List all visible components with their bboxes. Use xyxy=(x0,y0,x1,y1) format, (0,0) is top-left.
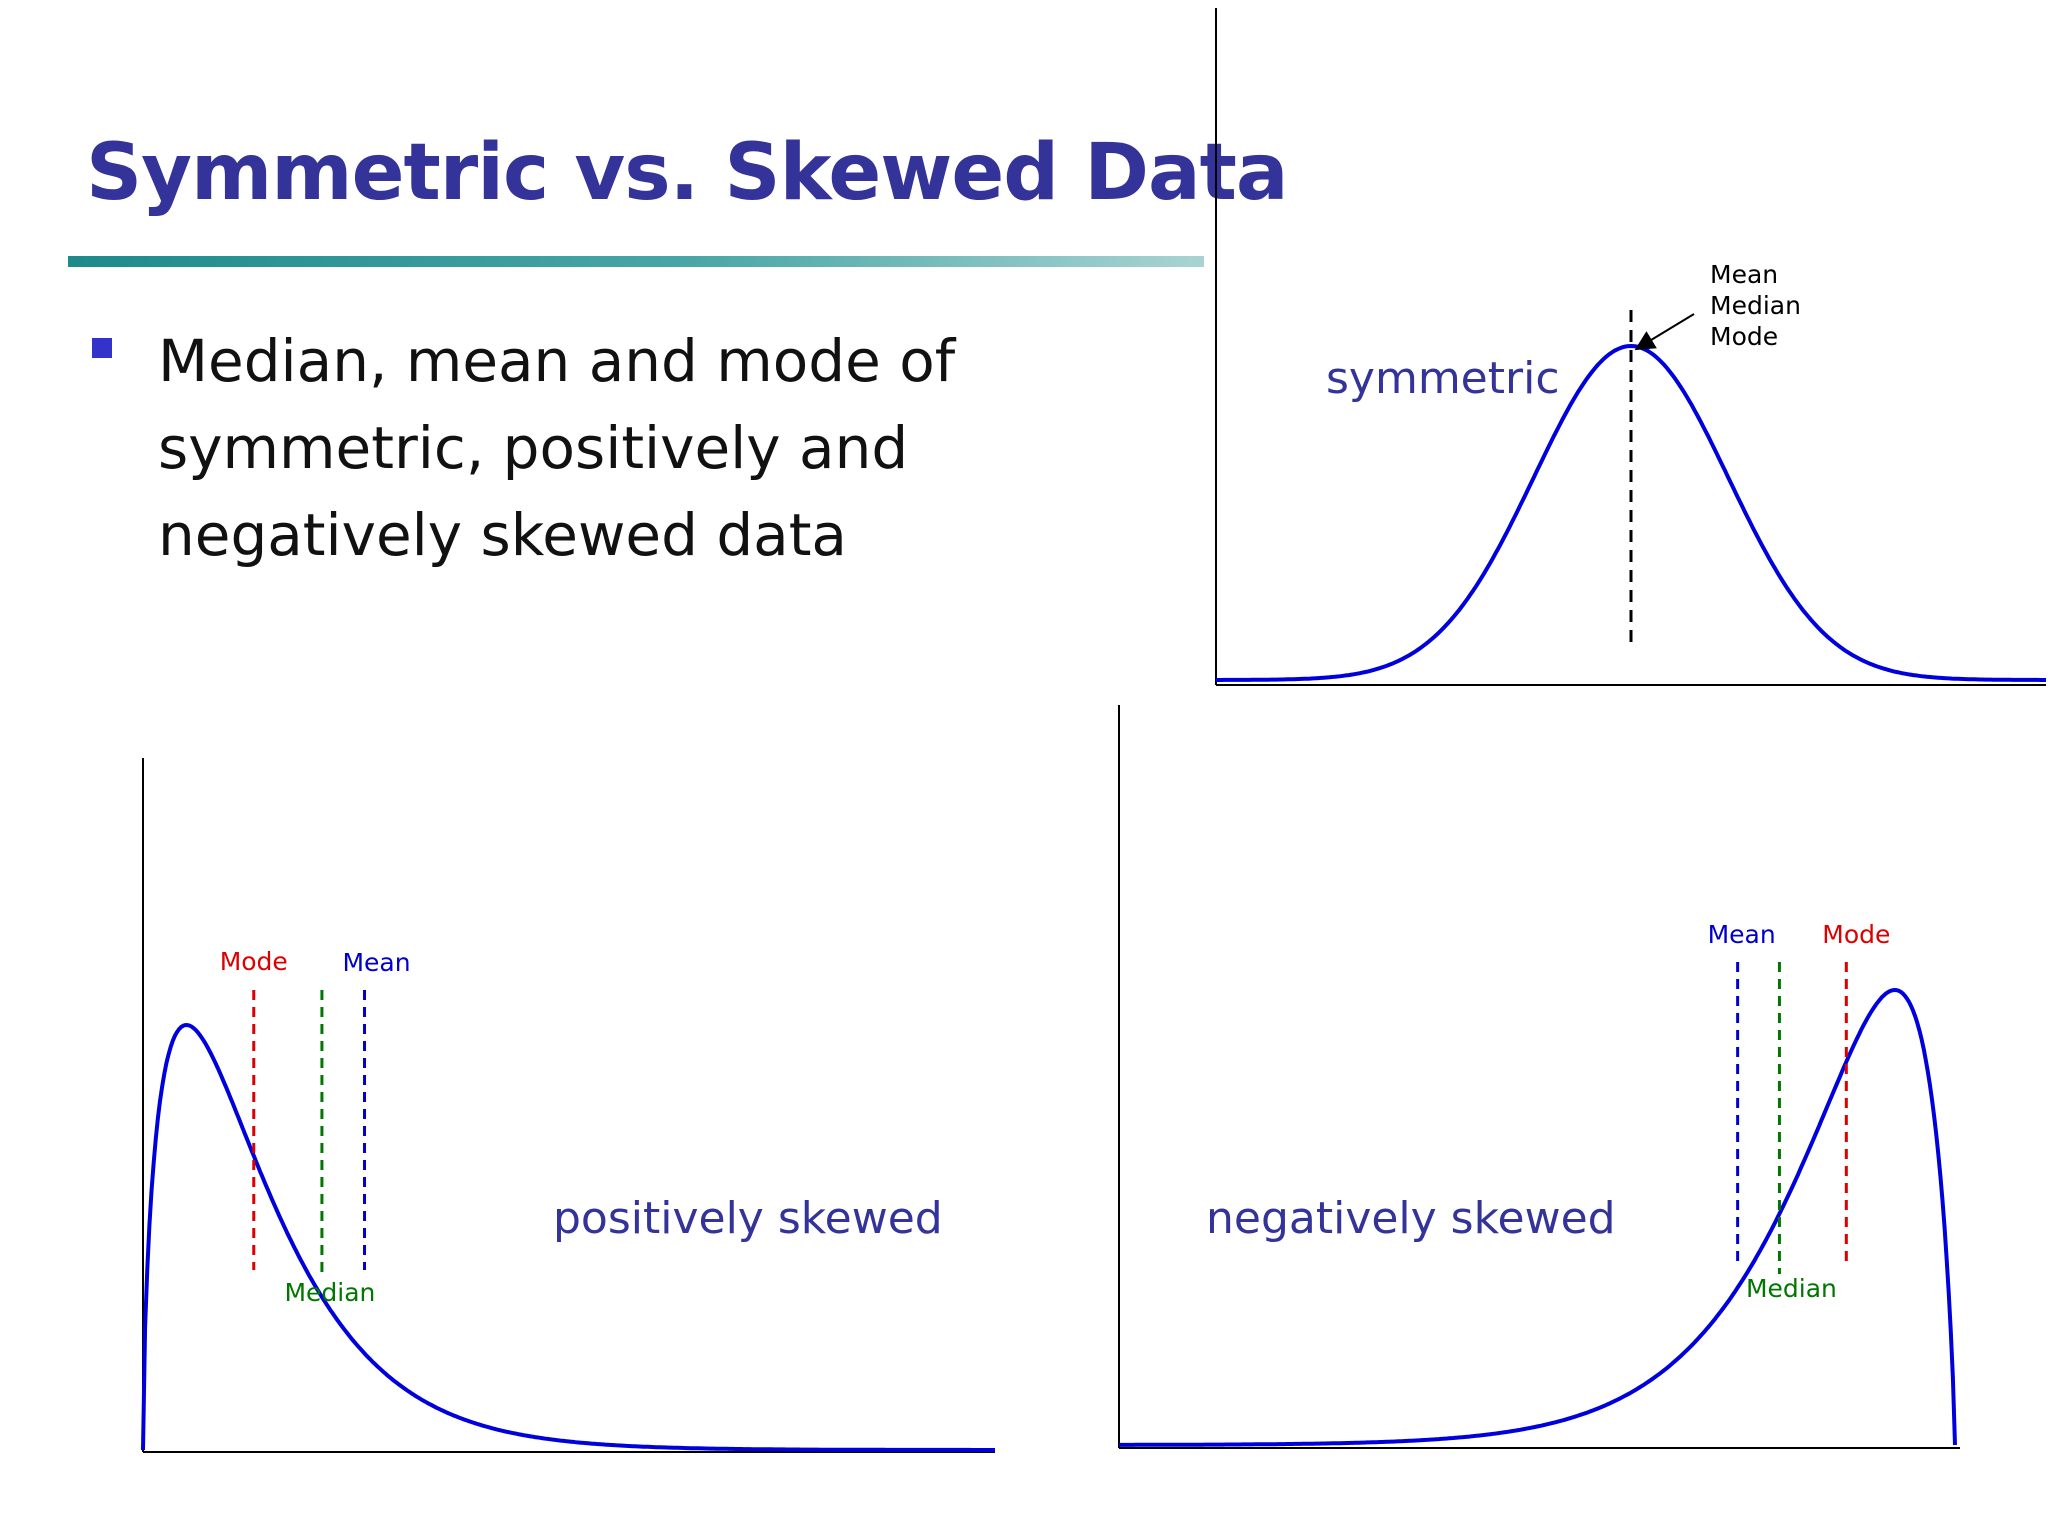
symmetric-annotation-mode: Mode xyxy=(1710,322,1778,351)
negative-mean-label: Mean xyxy=(1708,920,1776,949)
negative-skew-chart: Mean Mode Median negatively skewed xyxy=(1118,705,1960,1449)
positive-skew-chart: Mode Mean Median positively skewed xyxy=(141,758,995,1453)
negative-skew-label: negatively skewed xyxy=(1206,1193,1616,1244)
positive-skew-curve xyxy=(141,1022,995,1452)
negative-skew-curve xyxy=(1119,987,1957,1447)
symmetric-curve xyxy=(1216,343,2046,682)
symmetric-label: symmetric xyxy=(1326,353,1560,404)
bullet-text: Median, mean and mode of symmetric, posi… xyxy=(158,318,1058,579)
bullet-square-icon xyxy=(92,338,112,358)
bullet-line-1: Median, mean and mode of xyxy=(158,327,956,395)
positive-mean-label: Mean xyxy=(342,948,410,977)
symmetric-annotation-mean: Mean xyxy=(1710,260,1778,289)
bullet-line-3: negatively skewed data xyxy=(158,501,847,569)
symmetric-annotation-median: Median xyxy=(1710,291,1801,320)
slide-title: Symmetric vs. Skewed Data xyxy=(86,128,1289,218)
positive-median-label: Median xyxy=(284,1278,375,1307)
negative-median-label: Median xyxy=(1746,1274,1837,1303)
title-underline xyxy=(68,256,1204,267)
positive-skew-label: positively skewed xyxy=(553,1193,943,1244)
symmetric-annotation-arrow xyxy=(1634,313,1695,351)
positive-mode-label: Mode xyxy=(220,947,288,976)
symmetric-chart: Mean Median Mode symmetric xyxy=(1215,8,2046,686)
bullet-line-2: symmetric, positively and xyxy=(158,414,909,482)
negative-mode-label: Mode xyxy=(1822,920,1890,949)
